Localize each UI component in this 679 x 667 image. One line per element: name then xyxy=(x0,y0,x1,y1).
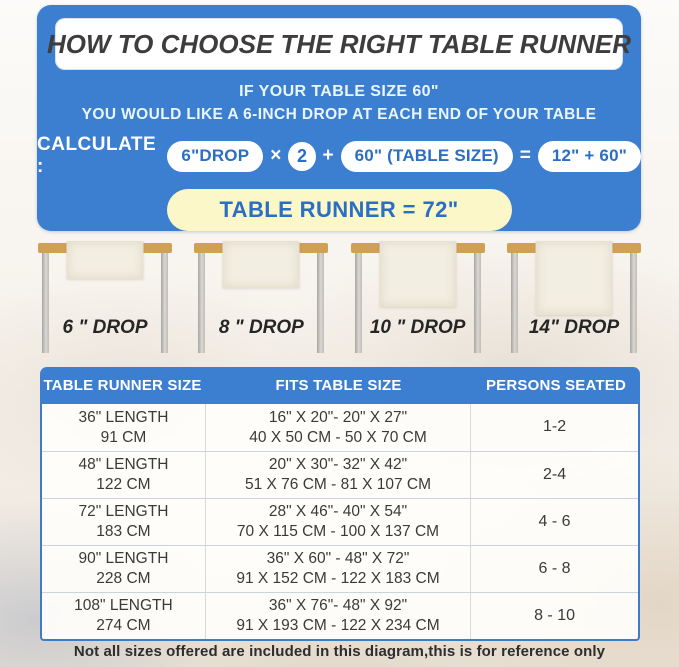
sum-pill: 12" + 60" xyxy=(537,140,641,172)
result-pill: TABLE RUNNER = 72" xyxy=(166,189,512,231)
table-row: 36" LENGTH 91 CM 16" X 20"- 20" X 27" 40… xyxy=(42,404,638,451)
cell-persons: 6 - 8 xyxy=(471,546,638,592)
fits-cm: 70 X 115 CM - 100 X 137 CM xyxy=(236,523,440,540)
fits-inches: 36" X 60" - 48" X 72" xyxy=(266,550,410,568)
cell-runner-size: 48" LENGTH 122 CM xyxy=(42,452,206,498)
drop-label: 14" DROP xyxy=(528,317,620,338)
cell-runner-size: 36" LENGTH 91 CM xyxy=(42,404,206,451)
title-box: HOW TO CHOOSE THE RIGHT TABLE RUNNER xyxy=(47,18,631,70)
drop-illustration-10: 10 " DROP xyxy=(350,241,485,355)
runner-length-cm: 228 CM xyxy=(96,570,151,587)
runner-length: 36" LENGTH xyxy=(78,408,169,426)
page-title: HOW TO CHOOSE THE RIGHT TABLE RUNNER xyxy=(46,28,632,59)
runner-drape xyxy=(379,241,457,307)
header-runner-size: TABLE RUNNER SIZE xyxy=(43,377,202,394)
runner-drape xyxy=(222,241,300,288)
subtitle-line-2: YOU WOULD LIKE A 6-INCH DROP AT EACH END… xyxy=(81,106,597,123)
cell-runner-size: 108" LENGTH 274 CM xyxy=(42,593,206,639)
disclaimer-note: Not all sizes offered are included in th… xyxy=(73,643,606,660)
plus-operator: + xyxy=(322,145,334,166)
cell-fits-size: 16" X 20"- 20" X 27" 40 X 50 CM - 50 X 7… xyxy=(206,404,472,451)
table-leg-left xyxy=(198,253,206,353)
runner-length: 108" LENGTH xyxy=(74,597,173,615)
fits-cm: 40 X 50 CM - 50 X 70 CM xyxy=(249,428,427,446)
table-leg-right xyxy=(161,253,168,353)
table-row: 72" LENGTH 183 CM 28" X 46"- 40" X 54" 7… xyxy=(42,498,638,545)
drop-illustration-14: 14" DROP xyxy=(506,241,641,355)
cell-fits-size: 28" X 46"- 40" X 54" 70 X 115 CM - 100 X… xyxy=(206,499,472,545)
table-leg-right xyxy=(629,253,637,353)
table-leg-left xyxy=(42,253,49,353)
header-panel: HOW TO CHOOSE THE RIGHT TABLE RUNNER IF … xyxy=(37,5,641,231)
runner-length-cm: 91 CM xyxy=(100,428,147,446)
runner-drape xyxy=(535,241,613,315)
table-row: 48" LENGTH 122 CM 20" X 30"- 32" X 42" 5… xyxy=(42,451,638,498)
table-size-pill: 60" (TABLE SIZE) xyxy=(340,140,513,172)
cell-persons: 8 - 10 xyxy=(471,593,638,639)
equals-operator: = xyxy=(519,145,531,166)
size-table-body: 36" LENGTH 91 CM 16" X 20"- 20" X 27" 40… xyxy=(40,404,640,641)
cell-fits-size: 36" X 76"- 48" X 92" 91 X 193 CM - 122 X… xyxy=(206,593,472,639)
cell-persons: 4 - 6 xyxy=(471,499,638,545)
cell-runner-size: 90" LENGTH 228 CM xyxy=(42,546,206,592)
size-table-header: TABLE RUNNER SIZE FITS TABLE SIZE PERSON… xyxy=(40,367,640,404)
table-leg-right xyxy=(317,253,325,353)
drop-label: 6 " DROP xyxy=(62,317,148,338)
fits-inches: 28" X 46"- 40" X 54" xyxy=(268,503,408,521)
runner-length-cm: 183 CM xyxy=(96,523,151,540)
table-row: 108" LENGTH 274 CM 36" X 76"- 48" X 92" … xyxy=(42,592,638,639)
calculate-label: CALCULATE : xyxy=(37,134,157,177)
runner-length-cm: 274 CM xyxy=(96,617,151,634)
table-leg-left xyxy=(510,253,518,353)
runner-length: 90" LENGTH xyxy=(78,550,169,568)
persons-seated: 6 - 8 xyxy=(538,559,571,577)
drop-pill: 6"DROP xyxy=(167,140,264,172)
cell-persons: 2-4 xyxy=(471,452,638,498)
persons-seated: 1-2 xyxy=(542,418,567,436)
cell-persons: 1-2 xyxy=(471,404,638,451)
cell-fits-size: 36" X 60" - 48" X 72" 91 X 152 CM - 122 … xyxy=(206,546,472,592)
times-operator: × xyxy=(270,145,282,166)
fits-cm: 51 X 76 CM - 81 X 107 CM xyxy=(244,476,432,493)
fits-inches: 36" X 76"- 48" X 92" xyxy=(268,597,408,615)
formula-row: CALCULATE : 6"DROP × 2 + 60" (TABLE SIZE… xyxy=(37,134,641,178)
multiplier-badge: 2 xyxy=(288,141,316,171)
cell-runner-size: 72" LENGTH 183 CM xyxy=(42,499,206,545)
persons-seated: 2-4 xyxy=(542,465,567,483)
fits-inches: 20" X 30"- 32" X 42" xyxy=(268,456,408,474)
drop-label: 10 " DROP xyxy=(369,317,466,338)
header-persons: PERSONS SEATED xyxy=(485,377,627,394)
runner-length: 72" LENGTH xyxy=(78,503,169,521)
fits-inches: 16" X 20"- 20" X 27" xyxy=(268,408,408,426)
table-row: 90" LENGTH 228 CM 36" X 60" - 48" X 72" … xyxy=(42,545,638,592)
table-leg-right xyxy=(473,253,481,353)
table-leg-left xyxy=(354,253,362,353)
persons-seated: 4 - 6 xyxy=(538,512,571,530)
subtitle-line-1: IF YOUR TABLE SIZE 60" xyxy=(239,83,439,100)
drop-label: 8 " DROP xyxy=(218,317,304,338)
fits-cm: 91 X 152 CM - 122 X 183 CM xyxy=(236,570,440,587)
drop-illustration-6: 6 " DROP xyxy=(38,241,172,355)
fits-cm: 91 X 193 CM - 122 X 234 CM xyxy=(236,617,440,634)
runner-drape xyxy=(66,241,144,279)
header-fits-size: FITS TABLE SIZE xyxy=(275,377,402,394)
persons-seated: 8 - 10 xyxy=(534,606,575,624)
cell-fits-size: 20" X 30"- 32" X 42" 51 X 76 CM - 81 X 1… xyxy=(206,452,472,498)
runner-length: 48" LENGTH xyxy=(78,456,169,474)
drop-illustrations: 6 " DROP 8 " DROP 10 " DROP 14" DROP xyxy=(38,241,641,355)
size-table: TABLE RUNNER SIZE FITS TABLE SIZE PERSON… xyxy=(40,367,640,641)
runner-length-cm: 122 CM xyxy=(96,476,151,493)
drop-illustration-8: 8 " DROP xyxy=(194,241,329,355)
